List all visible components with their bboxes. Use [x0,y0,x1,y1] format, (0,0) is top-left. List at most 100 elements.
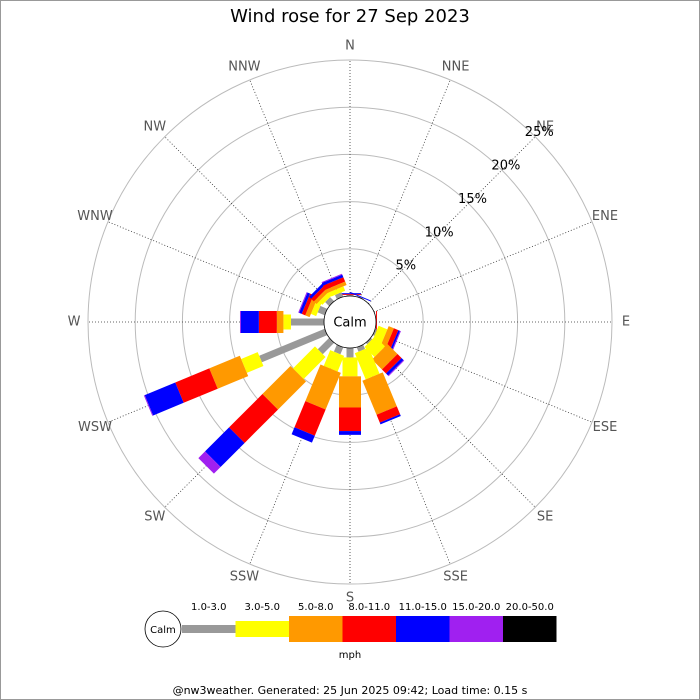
grid-ring [87,59,613,585]
bar-segment [380,326,394,349]
bar-segment [310,300,322,317]
bar-segment [350,292,371,302]
bar-segment [317,337,335,355]
bar-segment [239,311,241,333]
bar-segment [333,344,344,355]
direction-label: ESE [593,420,618,435]
bar-segment [324,281,347,294]
spoke [368,136,536,304]
r-tick-label: 20% [491,159,520,174]
bar-segment [175,368,218,403]
direction-label: WSW [78,420,112,435]
bar-segment [346,295,354,296]
grid-ring [134,106,566,538]
legend-label: 1.0-3.0 [191,602,226,613]
bar-segment [376,311,377,333]
legend-swatch [235,621,289,637]
direction-label: NNE [442,60,470,75]
bar-segment [144,382,184,416]
bar-segment [318,290,333,305]
bar-segment [335,292,344,300]
legend-label: 15.0-20.0 [452,602,500,613]
bar-segment [356,344,365,352]
bar-segment [301,293,314,316]
bar-segment [376,406,401,423]
spoke [359,79,451,299]
bar-segment [339,431,361,435]
direction-label: NE [536,119,554,134]
calm-circle [323,295,377,349]
legend-label: 8.0-11.0 [348,602,390,613]
bar-segment [387,359,405,377]
direction-label: S [346,591,354,606]
bar-segment [209,355,249,389]
direction-label: E [622,315,630,330]
bar-segment [346,348,354,358]
bar-segment [379,414,401,425]
legend-label: 20.0-50.0 [506,602,554,613]
bar-segment [323,350,345,372]
direction-label: SSW [230,569,260,584]
bar-segment [365,337,373,345]
bar-segment [283,314,291,330]
bar-segment [385,328,399,351]
bar-segment [371,343,398,370]
bar-segment [294,401,326,436]
bar-segment [258,311,277,333]
bar-segment [321,273,343,284]
footer: @nw3weather. Generated: 25 Jun 2025 09:4… [173,684,528,697]
bar-segment [198,451,221,474]
r-tick-label: 5% [395,259,416,274]
bar-segment [229,394,278,443]
bar-segment [385,357,404,376]
legend-calm-label: Calm [150,625,176,636]
direction-label: ENE [592,209,618,224]
bar-segment [291,427,315,443]
bar-segment [309,281,327,299]
legend-swatch [396,616,450,642]
legend-label: 5.0-8.0 [298,602,333,613]
bar-segment [362,372,397,415]
bar-segment [241,352,264,373]
r-tick-label: 25% [525,125,554,140]
grid-ring [229,201,471,443]
bar-segment [299,292,311,314]
spoke [373,221,593,313]
bar-segment [339,407,361,432]
bar-segment [259,328,328,363]
bar-segment [262,365,307,410]
spoke [249,79,341,299]
legend-swatch [182,625,236,633]
unit-label: mph [339,650,361,661]
spoke [164,136,332,304]
direction-label: SSE [443,569,468,584]
bar-segment [143,395,154,416]
bar-segment [290,318,324,326]
bar-segment [323,277,346,290]
bar-segment [339,293,361,295]
direction-label: N [345,39,355,54]
bar-segment [339,294,361,296]
bar-segment [321,274,344,286]
bar-segment [240,311,259,333]
calm-label: Calm [333,316,366,331]
legend-calm [144,610,182,648]
direction-label: SE [537,510,553,525]
spoke [373,331,593,423]
bar-segment [305,364,341,410]
bar-segment [317,305,328,316]
bar-segment [276,311,284,333]
direction-label: NW [144,119,167,134]
bar-segment [292,346,326,380]
r-tick-label: 10% [425,225,454,240]
bar-segment [381,353,402,374]
legend-swatch [503,616,557,642]
bar-segment [372,328,378,336]
direction-label: SW [144,510,165,525]
bar-segment [354,347,380,380]
chart-title: Wind rose for 27 Sep 2023 [230,6,470,27]
bar-segment [389,330,401,352]
bar-segment [205,427,245,467]
legend-label: 11.0-15.0 [399,602,447,613]
